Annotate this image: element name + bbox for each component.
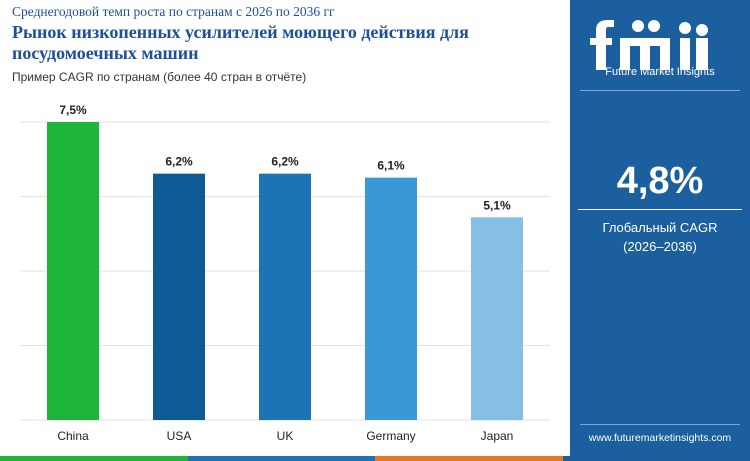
logo-text: Future Market Insights xyxy=(605,66,715,78)
global-cagr-value: 4,8% xyxy=(616,160,704,202)
chart-panel: Среднегодовой темп роста по странам с 20… xyxy=(12,4,550,443)
website-link[interactable]: www.futuremarketinsights.com xyxy=(588,432,732,444)
x-tick-label: UK xyxy=(277,429,294,443)
data-label: 6,1% xyxy=(377,159,405,173)
data-label: 5,1% xyxy=(483,198,511,212)
fmi-logo-icon xyxy=(590,20,708,70)
global-cagr-label-line2: (2026–2036) xyxy=(623,239,697,254)
strip-segment xyxy=(0,456,188,461)
data-label: 6,2% xyxy=(271,155,299,169)
strip-segment xyxy=(375,456,563,461)
x-tick-label: China xyxy=(57,429,89,443)
bar-germany xyxy=(365,177,417,420)
data-label: 6,2% xyxy=(165,155,193,169)
chart-subtitle: Среднегодовой темп роста по странам с 20… xyxy=(12,4,335,19)
divider xyxy=(580,424,740,425)
x-tick-label: Germany xyxy=(366,429,415,443)
bar-chart: 7,5% China 6,2% USA 6,2% UK 6,1% Germany 5,1% Jap… xyxy=(20,103,550,443)
divider xyxy=(580,90,740,91)
x-tick-label: USA xyxy=(167,429,192,443)
chart-note: Пример CAGR по странам (более 40 стран в… xyxy=(12,70,307,84)
color-strip xyxy=(0,456,750,461)
x-tick-label: Japan xyxy=(481,429,514,443)
chart-title: Рынок низкопенных усилителей моющего дей… xyxy=(12,22,469,63)
bar-usa xyxy=(153,173,205,420)
data-label: 7,5% xyxy=(59,103,87,117)
global-cagr-label-line1: Глобальный CAGR xyxy=(602,220,718,235)
bar-uk xyxy=(259,173,311,420)
divider xyxy=(578,209,742,210)
strip-segment xyxy=(562,456,750,461)
bar-japan xyxy=(471,217,523,420)
strip-segment xyxy=(187,456,375,461)
bar-china xyxy=(47,122,99,420)
sidebar: Future Market Insights 4,8% Глобальный C… xyxy=(570,0,750,456)
global-cagr-label: Глобальный CAGR (2026–2036) xyxy=(570,218,750,256)
